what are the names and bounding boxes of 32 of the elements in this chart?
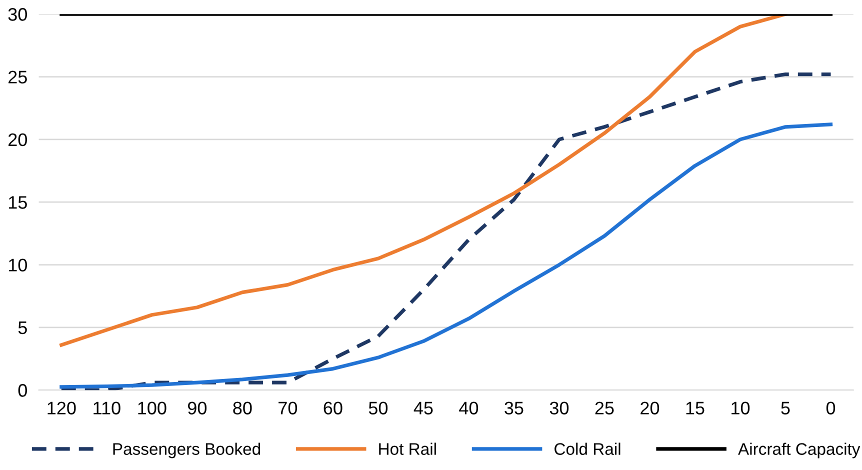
y-tick-label: 0 [18,384,27,397]
line-series [60,122,833,389]
line-series [60,14,788,347]
legend-label: Aircraft Capacity [738,442,860,458]
x-tick-label: 110 [94,402,120,414]
x-tick-label: 10 [732,402,750,414]
x-tick-label: 45 [414,402,433,414]
line-series [60,72,833,390]
y-tick-label: 5 [18,322,27,334]
y-tick-label: 15 [8,196,27,209]
x-tick-label: 70 [278,402,298,414]
x-tick-label: 40 [459,402,478,414]
y-tick-label: 10 [8,258,27,272]
x-tick-label: 30 [550,402,569,414]
legend-label: Passengers Booked [113,442,260,458]
x-tick-label: 20 [640,402,660,414]
y-tick-label: 20 [8,133,27,146]
x-tick-label: 0 [826,402,836,414]
x-tick-label: 35 [504,402,524,414]
x-tick-label: 120 [48,402,76,414]
x-tick-label: 100 [138,402,166,414]
x-tick-label: 15 [686,402,704,414]
legend-label: Hot Rail [379,442,436,455]
x-tick-label: 90 [188,402,207,414]
x-tick-label: 50 [368,402,388,414]
x-tick-label: 5 [781,402,790,414]
y-tick-label: 25 [8,70,27,84]
x-tick-label: 60 [324,402,342,414]
y-tick-label: 30 [8,8,27,21]
x-tick-label: 80 [233,402,252,414]
legend-label: Cold Rail [554,442,620,455]
x-tick-label: 25 [595,402,614,414]
